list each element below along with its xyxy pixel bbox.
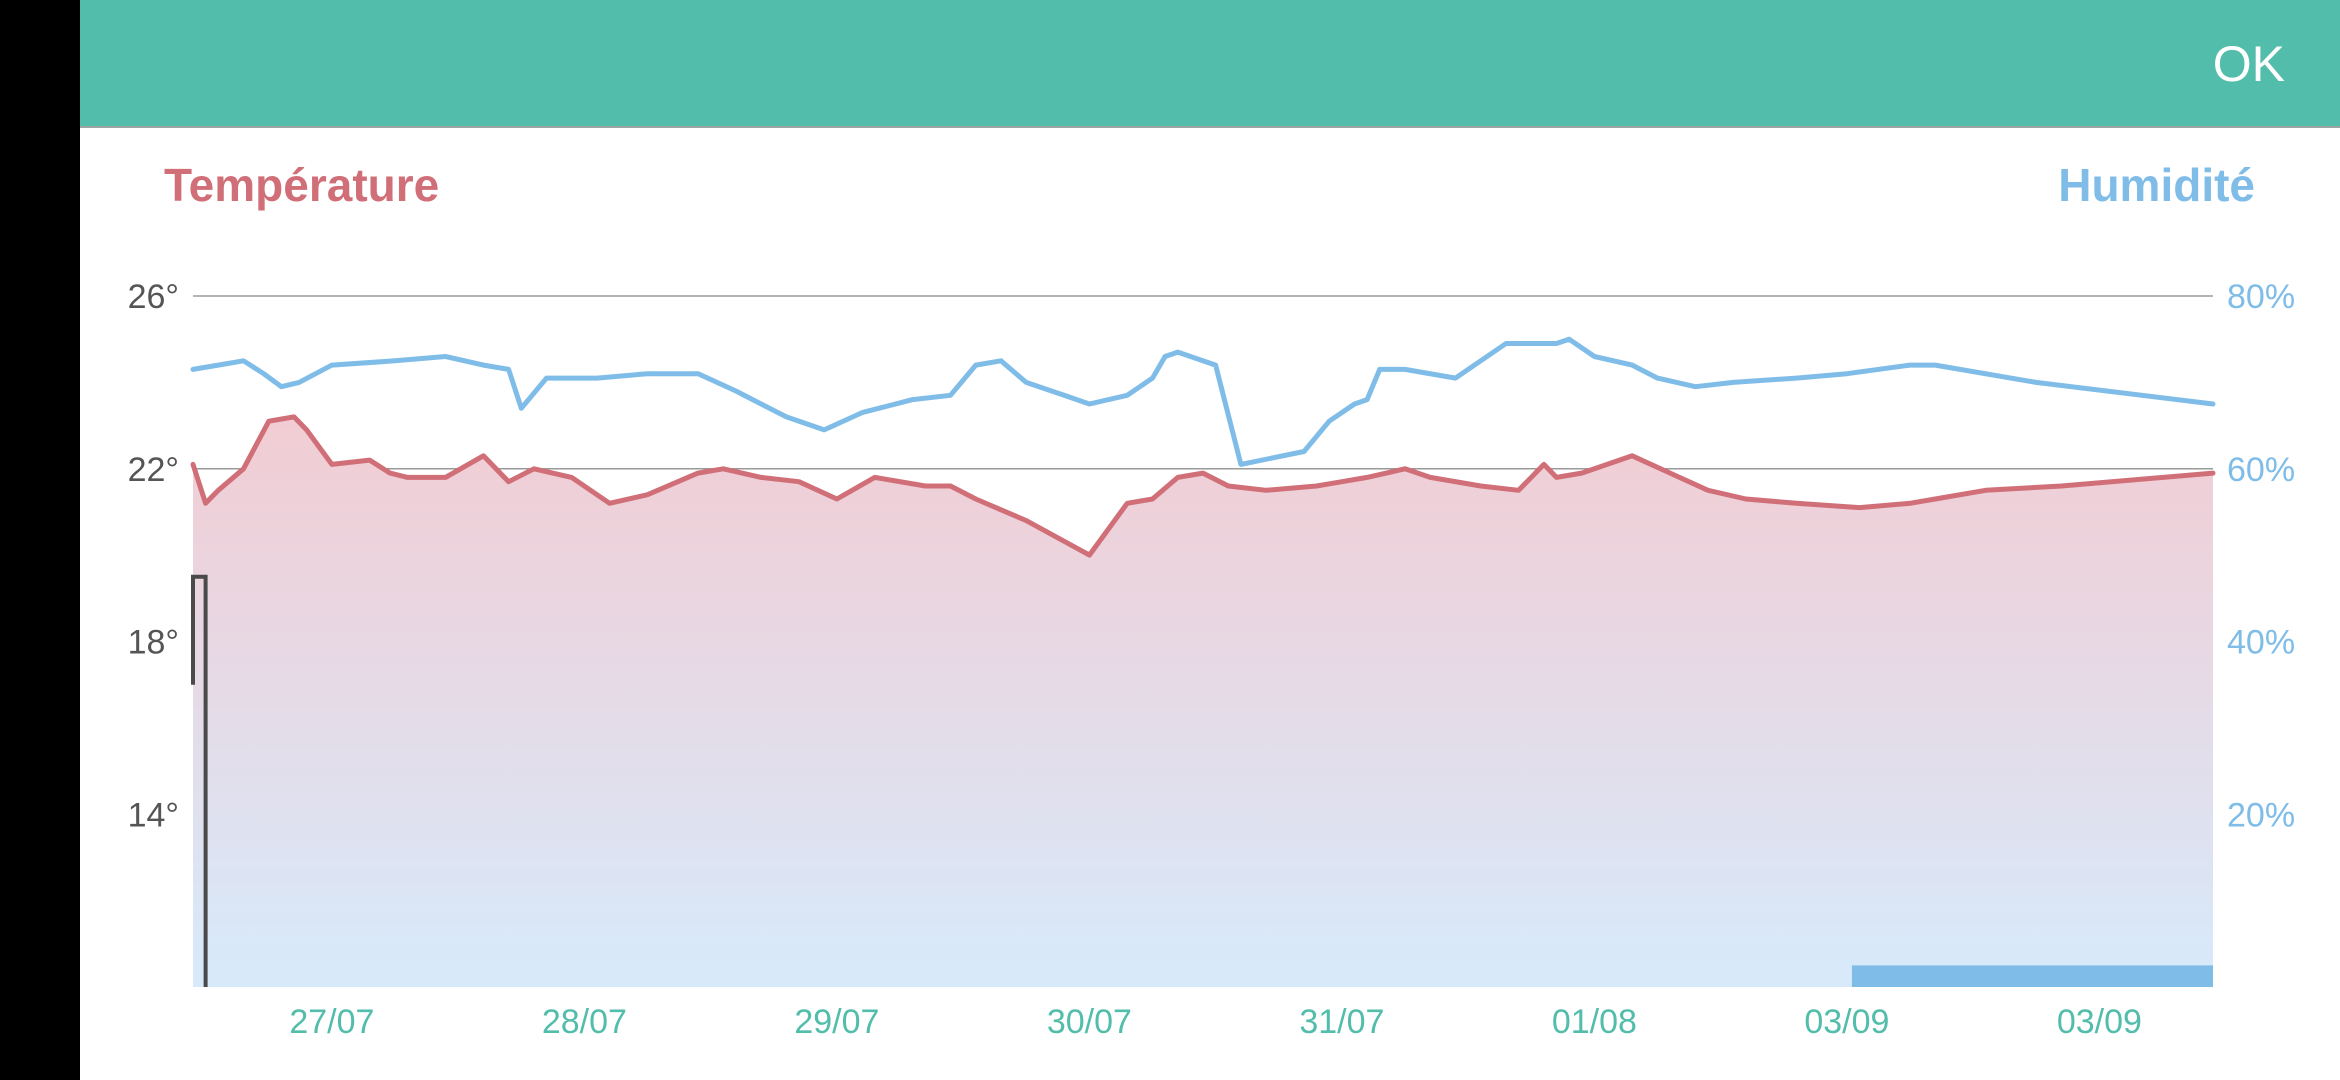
ok-button[interactable]: OK [2212, 36, 2285, 92]
temperature-line [190, 414, 2216, 558]
chart-panel: Température Humidité 26° 22° 18° 14° 80% 60% 4… [80, 128, 2340, 1080]
left-tick-label: 22° [128, 451, 179, 489]
right-tick-label: 80% [2227, 278, 2295, 316]
x-tick-label: 31/07 [1299, 1003, 1384, 1041]
temperature-axis-title: Température [164, 159, 440, 211]
right-tick-label: 60% [2227, 451, 2295, 489]
humidity-line [190, 336, 2216, 467]
right-tick-label: 40% [2227, 624, 2295, 662]
humidity-axis-title: Humidité [2058, 159, 2255, 211]
left-system-strip [0, 0, 80, 1080]
x-tick-label: 28/07 [542, 1003, 627, 1041]
x-tick-label: 03/09 [1804, 1003, 1889, 1041]
x-tick-label: 01/08 [1552, 1003, 1637, 1041]
left-tick-label: 14° [128, 796, 179, 834]
temperature-area [193, 416, 2213, 987]
x-tick-label: 27/07 [289, 1003, 374, 1041]
x-tick-label: 03/09 [2057, 1003, 2142, 1041]
left-tick-label: 18° [128, 624, 179, 662]
left-tick-label: 26° [128, 278, 179, 316]
x-tick-label: 30/07 [1047, 1003, 1132, 1041]
x-tick-label: 29/07 [794, 1003, 879, 1041]
dark-trace-marker [191, 574, 208, 987]
right-tick-label: 20% [2227, 796, 2295, 834]
selection-band [1851, 965, 2213, 987]
app-bar: OK [80, 0, 2340, 128]
temperature-humidity-chart: 26° 22° 18° 14° 80% 60% 40% 20% 27/07 28/07 29/07 3… [128, 278, 2295, 1041]
